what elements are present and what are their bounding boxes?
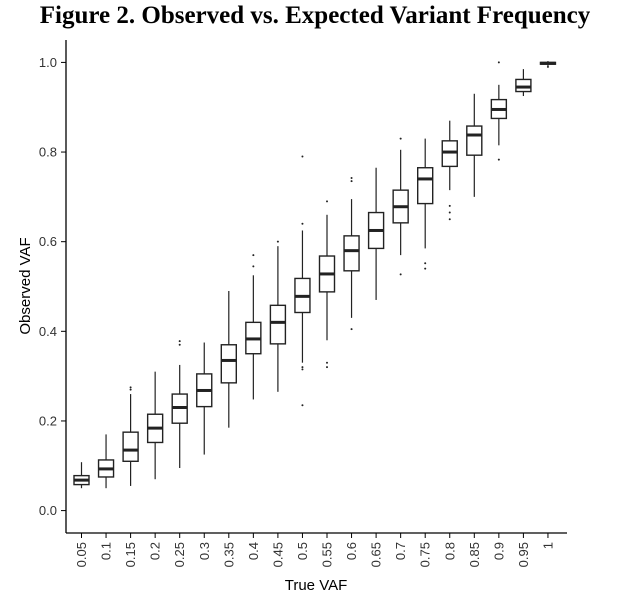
box-1 (539, 61, 557, 68)
box-0.2 (146, 371, 164, 480)
x-axis-title: True VAF (285, 577, 348, 594)
y-tick-label: 0.2 (39, 413, 57, 428)
outlier-point (178, 340, 181, 343)
box-0.65 (367, 167, 385, 300)
outlier-point (178, 343, 181, 346)
y-tick-label: 1.0 (39, 55, 57, 70)
x-tick-label: 0.85 (467, 542, 482, 567)
box-0.5 (294, 155, 311, 407)
box-0.45 (269, 240, 287, 392)
outlier-point (350, 180, 353, 183)
outlier-point (129, 388, 132, 391)
box-0.4 (245, 254, 262, 400)
outlier-point (326, 361, 328, 364)
box-0.3 (196, 342, 213, 455)
chart-title: Figure 2. Observed vs. Expected Variant … (39, 2, 591, 29)
box-0.1 (97, 434, 115, 489)
iqr-box (269, 304, 287, 345)
x-tick-label: 0.65 (369, 542, 384, 567)
outlier-point (276, 240, 279, 243)
outlier-point (301, 366, 304, 369)
x-tick-label: 0.1 (99, 542, 114, 560)
x-tick-label: 0.95 (516, 542, 531, 567)
x-tick-label: 0.75 (418, 542, 433, 567)
outlier-point (399, 273, 402, 276)
box-0.15 (122, 386, 139, 486)
outlier-point (326, 366, 328, 369)
iqr-box (220, 344, 238, 384)
outlier-point (350, 328, 353, 331)
box-0.25 (171, 340, 188, 469)
box-0.7 (392, 137, 409, 276)
x-tick-label: 0.45 (270, 542, 285, 567)
box-0.85 (466, 93, 483, 197)
outlier-point (424, 267, 427, 270)
outlier-point (497, 61, 500, 64)
x-tick-label: 1 (540, 542, 555, 549)
outlier-point (301, 404, 304, 407)
iqr-box (441, 140, 458, 168)
x-tick-label: 0.05 (74, 542, 89, 567)
iqr-box (466, 125, 483, 156)
outlier-point (448, 218, 451, 221)
outlier-point (546, 65, 549, 68)
outlier-point (252, 265, 255, 268)
x-tick-label: 0.15 (123, 542, 138, 567)
x-axis-ticks: 0.05 0.1 0.15 0.2 0.25 0.3 0.35 0.4 0.45 0.5 0.55 0… (74, 533, 555, 567)
y-tick-label: 0.8 (39, 145, 57, 160)
outlier-point (399, 137, 402, 140)
outlier-point (252, 254, 255, 257)
y-tick-label: 0.6 (39, 234, 57, 249)
box-0.05 (73, 462, 90, 489)
outlier-point (350, 177, 353, 180)
x-tick-label: 0.8 (442, 542, 457, 560)
box-0.55 (318, 200, 336, 369)
iqr-box (515, 78, 532, 93)
x-tick-label: 0.2 (148, 542, 163, 560)
x-tick-label: 0.3 (197, 542, 212, 560)
outlier-point (301, 368, 304, 371)
outlier-point (424, 262, 427, 265)
outlier-point (129, 386, 132, 389)
iqr-box (122, 431, 139, 462)
x-tick-label: 0.7 (393, 542, 408, 560)
y-axis-ticks: 0.0 0.2 0.4 0.6 0.8 1.0 (39, 55, 66, 518)
box-series (73, 61, 557, 489)
x-tick-label: 0.9 (491, 542, 506, 560)
outlier-point (448, 204, 451, 207)
x-tick-label: 0.5 (295, 542, 310, 560)
iqr-box (417, 167, 434, 205)
outlier-point (301, 155, 304, 158)
box-0.9 (490, 61, 508, 161)
y-tick-label: 0.0 (39, 503, 57, 518)
y-tick-label: 0.4 (39, 324, 57, 339)
box-0.35 (220, 290, 238, 428)
x-tick-label: 0.6 (344, 542, 359, 560)
iqr-box (343, 235, 360, 272)
box-0.6 (343, 177, 360, 331)
box-0.8 (441, 120, 458, 221)
x-tick-label: 0.55 (320, 542, 335, 567)
x-tick-label: 0.4 (246, 542, 261, 560)
outlier-point (497, 158, 500, 161)
outlier-point (326, 200, 328, 203)
x-tick-label: 0.25 (172, 542, 187, 567)
y-axis-title: Observed VAF (17, 237, 34, 334)
x-tick-label: 0.35 (221, 542, 236, 567)
box-0.95 (515, 69, 532, 97)
outlier-point (301, 222, 304, 225)
box-0.75 (417, 138, 434, 270)
outlier-point (448, 211, 451, 214)
